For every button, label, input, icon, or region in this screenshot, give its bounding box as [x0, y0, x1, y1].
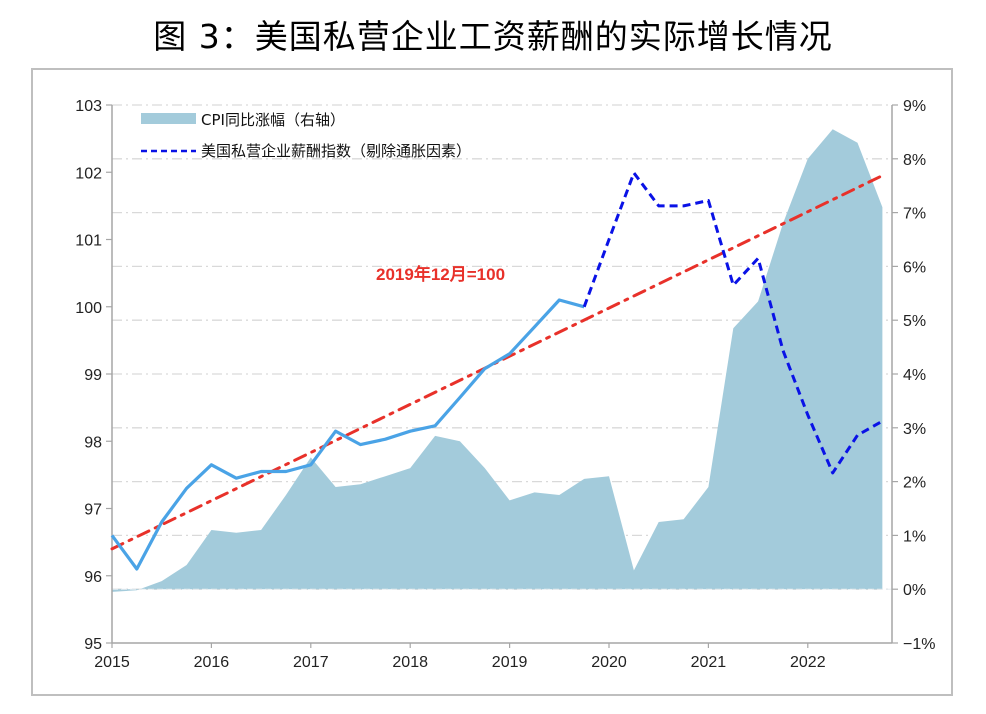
x-axis-tick-label: 2022	[790, 654, 826, 671]
wage-index-line-dashed	[582, 171, 884, 475]
left-axis-tick-label: 100	[75, 300, 102, 317]
x-axis-tick-label: 2021	[691, 654, 727, 671]
left-axis-tick-label: 99	[84, 367, 102, 384]
legend: CPI同比涨幅（右轴） 美国私营企业薪酬指数（剔除通胀因素）	[141, 111, 471, 160]
left-axis-tick-label: 103	[75, 98, 102, 115]
right-axis-tick-label: 5%	[903, 313, 926, 330]
left-axis-tick-label: 102	[75, 165, 102, 182]
legend-swatch-cpi	[141, 113, 196, 124]
right-axis-tick-label: 4%	[903, 367, 926, 384]
right-axis-tick-label: 8%	[903, 152, 926, 169]
right-axis-tick-label: 9%	[903, 98, 926, 115]
chart-frame	[31, 68, 953, 696]
wage-index-line-solid	[110, 298, 585, 571]
left-axis-tick-label: 96	[84, 569, 102, 586]
left-axis-tick-label: 101	[75, 233, 102, 250]
left-axis-tick-label: 95	[84, 636, 102, 653]
right-axis-tick-label: 0%	[903, 582, 926, 599]
x-axis-tick-label: 2020	[591, 654, 627, 671]
cpi-area-layer	[112, 129, 892, 592]
right-axis-tick-label: 3%	[903, 421, 926, 438]
right-axis-tick-label: 2%	[903, 475, 926, 492]
x-axis-tick-label: 2019	[492, 654, 528, 671]
x-axis-tick-label: 2018	[392, 654, 428, 671]
right-axis-tick-label: 1%	[903, 528, 926, 545]
legend-label-cpi: CPI同比涨幅（右轴）	[201, 111, 345, 129]
chart-title: 图 3：美国私营企业工资薪酬的实际增长情况	[153, 17, 833, 56]
annotation-base-year: 2019年12月=100	[376, 264, 505, 284]
right-axis-tick-label: 6%	[903, 259, 926, 276]
cpi-area	[112, 129, 883, 592]
right-axis-tick-label: −1%	[903, 636, 935, 653]
right-axis-tick-label: 7%	[903, 206, 926, 223]
left-axis-tick-label: 97	[84, 502, 102, 519]
x-axis-tick-label: 2016	[194, 654, 230, 671]
left-axis-tick-label: 98	[84, 434, 102, 451]
legend-label-wage: 美国私营企业薪酬指数（剔除通胀因素）	[201, 142, 471, 160]
x-axis-tick-label: 2017	[293, 654, 329, 671]
lines-layer	[110, 171, 884, 571]
x-axis-tick-label: 2015	[94, 654, 130, 671]
axes: 95 96 97 98 99 100 101 102 103 −1% 0% 1% 2% 3% 4% 5% 6% 7…	[75, 98, 935, 671]
